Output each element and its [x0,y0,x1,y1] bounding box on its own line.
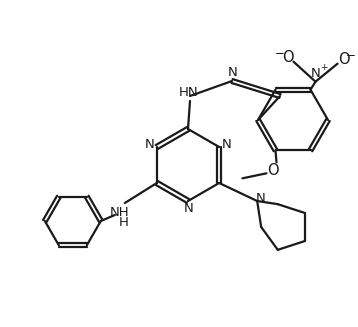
Text: O: O [282,50,293,65]
Text: +: + [320,63,327,72]
Text: O: O [338,52,349,67]
Text: N: N [255,192,265,204]
Text: H: H [119,216,129,230]
Text: N: N [184,202,194,215]
Text: N: N [145,139,155,151]
Text: N: N [311,67,320,80]
Text: O: O [267,163,278,178]
Text: −: − [345,49,355,62]
Text: N: N [221,139,231,151]
Text: NH: NH [110,205,130,218]
Text: N: N [228,66,238,79]
Text: HN: HN [179,85,199,98]
Text: −: − [275,47,285,60]
